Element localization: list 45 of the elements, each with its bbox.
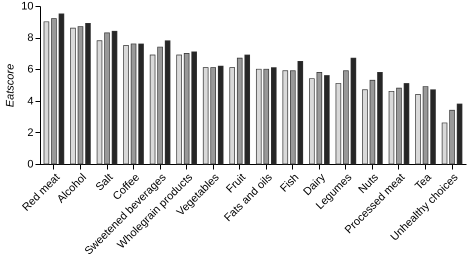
bar [343,70,349,164]
bar [51,18,57,164]
bar [202,67,208,164]
y-tick-label: 10 [21,0,34,12]
bar [229,67,236,164]
y-tick-label: 4 [27,95,34,108]
bar [442,122,448,164]
bar [176,54,182,164]
bar [290,70,296,164]
bar [449,110,455,164]
y-tick-label: 2 [27,126,34,139]
bar [362,89,368,164]
y-tick-label: 0 [27,158,34,170]
bar [244,54,250,164]
x-tick-label: Salt [94,172,116,194]
bar [236,58,243,164]
bar [298,60,304,164]
bar [191,51,197,164]
bar [336,83,342,164]
bar [282,70,288,164]
y-axis-title: Eatscore [4,64,16,108]
bar [58,14,64,164]
bar [123,45,129,164]
bar [377,72,383,164]
bar [210,67,216,164]
bar [44,21,50,164]
bar [157,46,163,164]
bar [370,80,376,164]
bar [324,75,330,164]
bar [256,68,262,164]
bar [138,44,144,164]
bar [316,72,322,164]
y-tick-label: 6 [27,64,34,76]
bar [150,54,156,164]
bar [350,58,356,164]
bar [456,104,462,164]
y-tick-label: 8 [27,32,34,44]
bar [164,40,170,164]
x-tick-label: Fish [278,172,302,195]
bar [309,78,315,164]
bar [184,53,190,164]
bar [270,67,277,164]
bar [218,66,224,164]
bar [263,68,270,164]
bar [130,44,136,164]
